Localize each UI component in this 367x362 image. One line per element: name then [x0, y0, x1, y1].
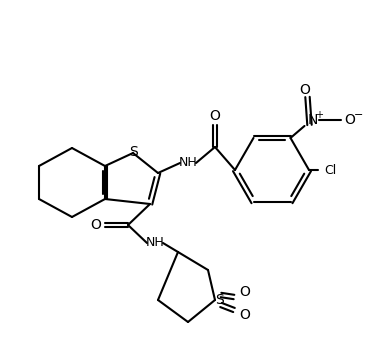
Text: O: O [91, 218, 101, 232]
Text: NH: NH [146, 236, 164, 249]
Text: −: − [354, 110, 363, 120]
Text: S: S [215, 293, 224, 307]
Text: NH: NH [179, 156, 197, 169]
Text: +: + [316, 110, 323, 120]
Text: O: O [240, 308, 250, 322]
Text: Cl: Cl [324, 164, 336, 177]
Text: S: S [130, 145, 138, 159]
Text: N: N [307, 113, 318, 127]
Text: O: O [299, 83, 310, 97]
Text: O: O [210, 109, 221, 123]
Text: O: O [240, 285, 250, 299]
Text: O: O [344, 113, 355, 127]
